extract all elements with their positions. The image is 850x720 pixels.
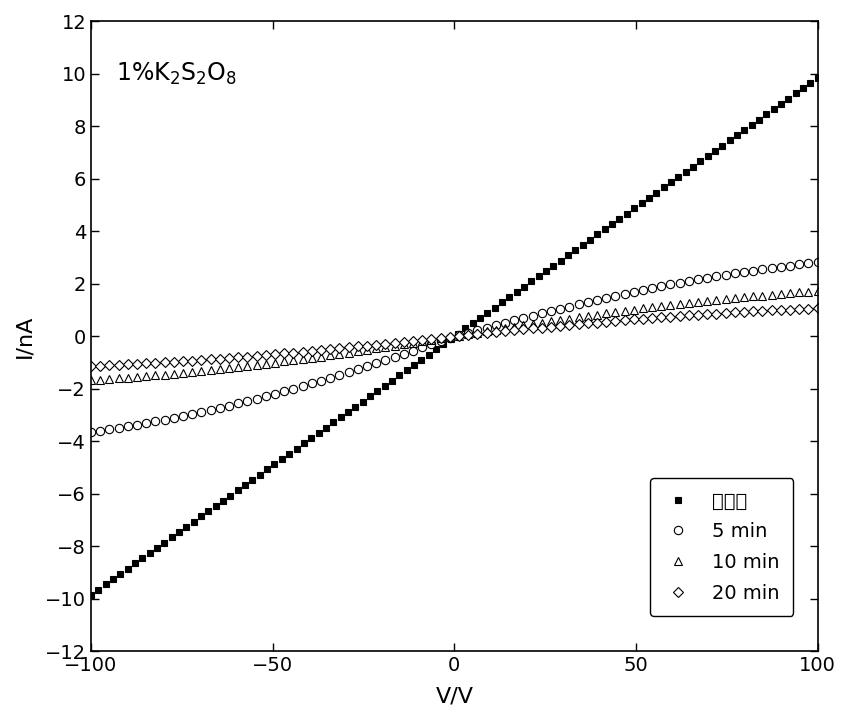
20 min — [555, 322, 565, 330]
未锶化 — [754, 115, 764, 124]
Line: 5 min: 5 min — [87, 258, 822, 436]
20 min — [813, 304, 823, 312]
未锶化 — [460, 324, 470, 333]
10 min — [86, 376, 96, 384]
20 min — [86, 362, 96, 371]
Line: 20 min: 20 min — [88, 305, 821, 369]
5 min — [813, 258, 823, 266]
5 min — [555, 305, 565, 313]
5 min — [86, 428, 96, 436]
10 min — [518, 321, 529, 330]
5 min — [582, 298, 592, 307]
10 min — [527, 320, 537, 328]
10 min — [408, 338, 418, 347]
未锶化 — [255, 470, 265, 479]
20 min — [730, 308, 740, 317]
Line: 未锶化: 未锶化 — [88, 74, 821, 598]
20 min — [518, 325, 529, 333]
Text: 1%K$_2$S$_2$O$_8$: 1%K$_2$S$_2$O$_8$ — [116, 60, 237, 87]
未锶化 — [86, 590, 96, 599]
Legend: 未锶化, 5 min, 10 min, 20 min: 未锶化, 5 min, 10 min, 20 min — [650, 478, 793, 616]
X-axis label: V/V: V/V — [435, 686, 473, 706]
5 min — [408, 346, 418, 355]
20 min — [582, 319, 592, 328]
10 min — [555, 315, 565, 324]
未锶化 — [813, 73, 823, 82]
10 min — [582, 312, 592, 320]
20 min — [408, 336, 418, 345]
未锶化 — [776, 99, 786, 108]
5 min — [518, 314, 529, 323]
Line: 10 min: 10 min — [87, 287, 822, 384]
5 min — [730, 269, 740, 278]
未锶化 — [519, 282, 530, 291]
10 min — [730, 294, 740, 302]
10 min — [813, 287, 823, 295]
5 min — [527, 311, 537, 320]
未锶化 — [225, 491, 235, 500]
20 min — [527, 324, 537, 333]
Y-axis label: I/nA: I/nA — [14, 315, 34, 358]
